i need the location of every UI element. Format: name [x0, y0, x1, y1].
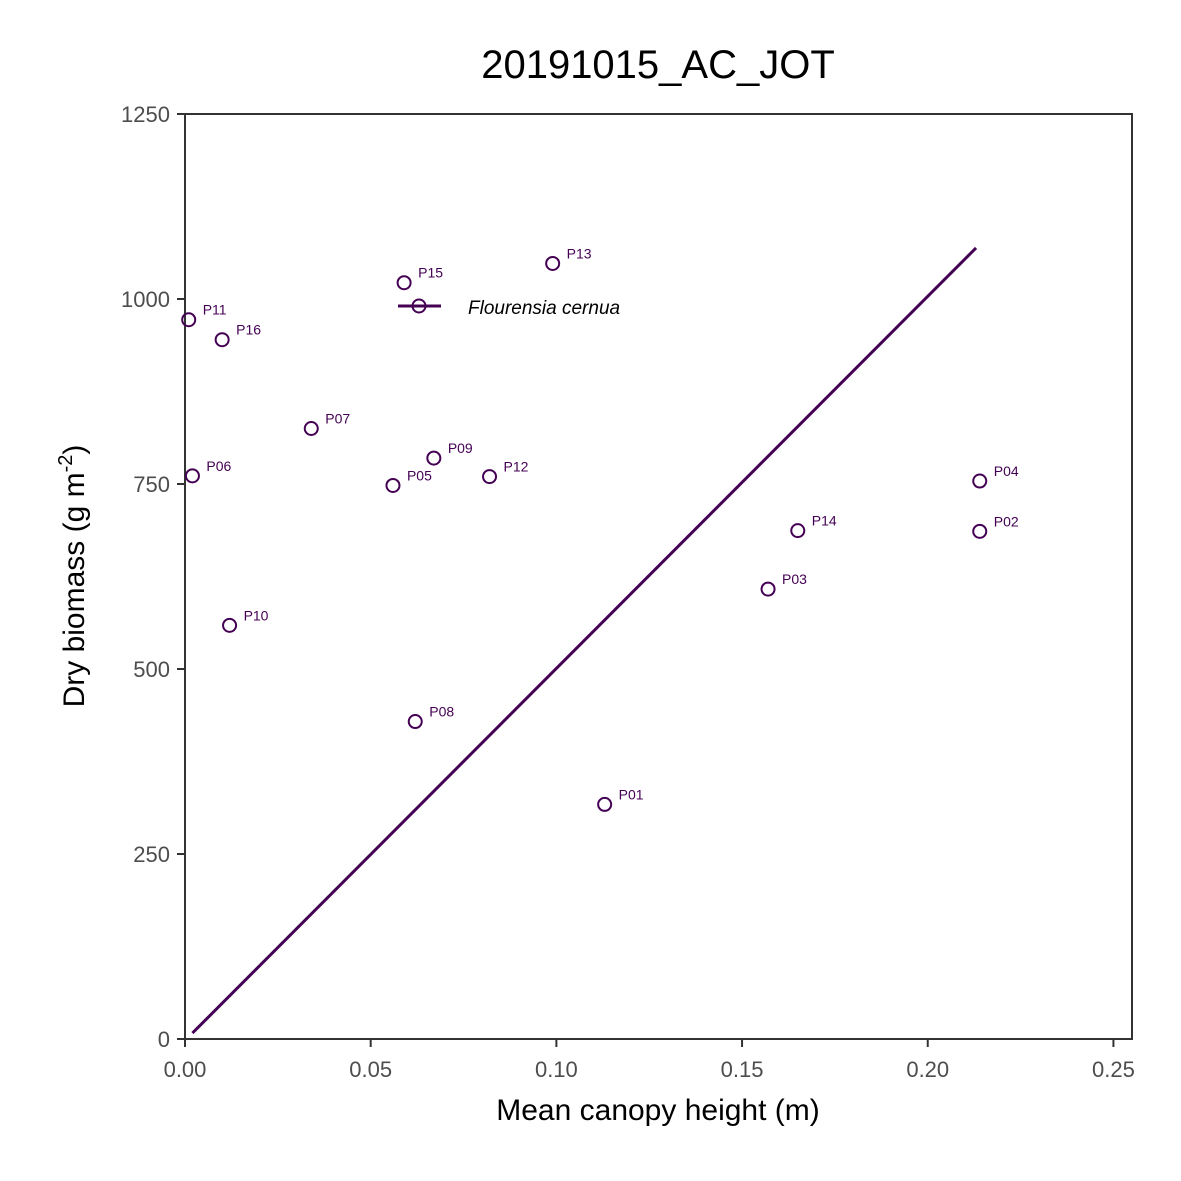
point-label-p14: P14: [812, 513, 837, 529]
point-label-p16: P16: [236, 322, 261, 338]
y-tick-label: 750: [133, 472, 170, 497]
data-points-layer: [181, 255, 988, 812]
legend: Flourensia cernua: [398, 298, 620, 319]
legend-point-key: [411, 298, 427, 314]
data-point-p12: [482, 469, 498, 485]
plot-panel: [184, 113, 1133, 1040]
x-axis-title: Mean canopy height (m): [496, 1094, 820, 1127]
data-point-p14: [790, 523, 806, 539]
fit-line-layer: [191, 246, 978, 1035]
x-tick-label: 0.05: [349, 1057, 392, 1082]
point-label-p04: P04: [994, 463, 1019, 479]
data-point-p10: [222, 617, 238, 633]
fit-line: [191, 246, 978, 1035]
y-tick-label: 250: [133, 842, 170, 867]
point-label-p08: P08: [429, 704, 454, 720]
point-label-p15: P15: [418, 265, 443, 281]
y-axis-title-close: ): [58, 445, 91, 455]
y-axis-title-superscript: -2: [55, 455, 77, 473]
point-label-p11: P11: [203, 302, 227, 318]
x-tick-label: 0.00: [164, 1057, 207, 1082]
y-axis-title: Dry biomass (g m-2): [55, 445, 91, 708]
point-label-p01: P01: [619, 786, 644, 802]
data-point-p04: [972, 473, 988, 489]
data-point-p01: [597, 796, 613, 812]
y-tick-label: 500: [133, 657, 170, 682]
data-point-p06: [184, 468, 200, 484]
x-axis-ticks: 0.00 0.05 0.10 0.15 0.20 0.25: [164, 1039, 1135, 1082]
point-label-p05: P05: [407, 467, 432, 483]
point-label-p09: P09: [448, 440, 473, 456]
data-point-p16: [214, 332, 230, 348]
data-point-p07: [303, 421, 319, 436]
y-axis-title-main: Dry biomass (g m: [58, 472, 91, 707]
point-label-p07: P07: [325, 411, 350, 427]
point-label-p12: P12: [504, 459, 529, 475]
chart-title: 20191015_AC_JOT: [481, 43, 835, 87]
data-point-p13: [545, 255, 561, 271]
point-labels-layer: P01 P02 P03 P04 P05 P06 P07 P08 P09 P10 P11 P12 P13 P…: [203, 245, 1019, 802]
point-label-p03: P03: [782, 571, 807, 587]
y-tick-label: 1250: [121, 102, 170, 127]
y-axis-ticks: 0 250 500 750 1000 1250: [121, 102, 185, 1052]
point-label-p06: P06: [206, 458, 231, 474]
y-tick-label: 1000: [121, 287, 170, 312]
legend-label: Flourensia cernua: [468, 298, 620, 319]
data-point-p03: [760, 581, 776, 597]
point-label-p13: P13: [567, 245, 592, 261]
data-point-p09: [426, 450, 442, 466]
x-tick-label: 0.25: [1092, 1057, 1135, 1082]
y-tick-label: 0: [158, 1027, 170, 1052]
point-label-p10: P10: [244, 607, 269, 623]
point-label-p02: P02: [994, 513, 1019, 529]
data-point-p02: [972, 523, 988, 539]
data-point-p15: [396, 275, 412, 291]
data-point-p11: [181, 312, 197, 328]
x-tick-label: 0.15: [721, 1057, 764, 1082]
x-tick-label: 0.20: [906, 1057, 949, 1082]
data-point-p08: [407, 714, 423, 730]
data-point-p05: [385, 477, 401, 493]
x-tick-label: 0.10: [535, 1057, 578, 1082]
